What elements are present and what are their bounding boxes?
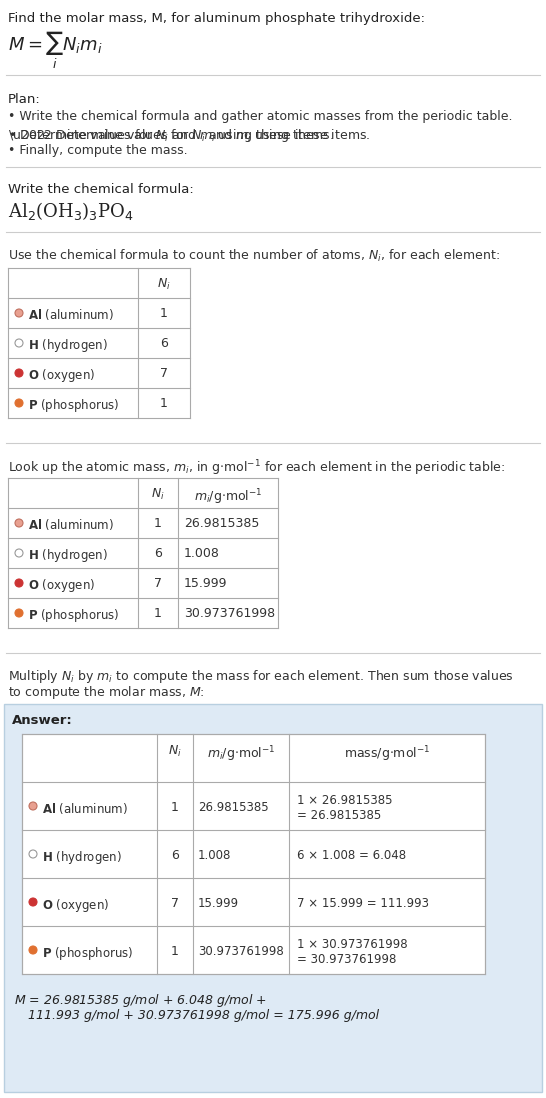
Text: $\mathbf{O}$ (oxygen): $\mathbf{O}$ (oxygen): [28, 578, 95, 594]
Text: 6 × 1.008 = 6.048: 6 × 1.008 = 6.048: [297, 849, 406, 862]
Text: 15.999: 15.999: [198, 897, 239, 910]
Text: $\mathbf{O}$ (oxygen): $\mathbf{O}$ (oxygen): [42, 897, 109, 914]
Text: \u2022 Determine values for $N_i$ and $m_i$ using these items.: \u2022 Determine values for $N_i$ and $m…: [8, 127, 370, 144]
Text: Answer:: Answer:: [12, 714, 73, 727]
Text: 15.999: 15.999: [184, 578, 228, 590]
Text: 7: 7: [160, 367, 168, 380]
Text: $N_i$: $N_i$: [168, 744, 182, 759]
Text: • Finally, compute the mass.: • Finally, compute the mass.: [8, 144, 188, 157]
Text: 6: 6: [154, 547, 162, 560]
Text: • Determine values for $N_i$ and $m_i$ using these items.: • Determine values for $N_i$ and $m_i$ u…: [8, 127, 334, 144]
Circle shape: [15, 609, 23, 617]
Circle shape: [15, 579, 23, 587]
Text: 30.973761998: 30.973761998: [184, 607, 275, 620]
Text: 26.9815385: 26.9815385: [184, 517, 259, 530]
Circle shape: [15, 369, 23, 377]
FancyBboxPatch shape: [22, 733, 485, 974]
Text: • Write the chemical formula and gather atomic masses from the periodic table.: • Write the chemical formula and gather …: [8, 110, 513, 123]
Circle shape: [29, 898, 37, 906]
Text: 1.008: 1.008: [184, 547, 220, 560]
Text: $\mathbf{H}$ (hydrogen): $\mathbf{H}$ (hydrogen): [28, 337, 108, 354]
Text: 1: 1: [154, 517, 162, 530]
Circle shape: [15, 399, 23, 407]
Text: 7 × 15.999 = 111.993: 7 × 15.999 = 111.993: [297, 897, 429, 910]
Text: 1: 1: [160, 307, 168, 320]
Text: $M = \sum_i N_i m_i$: $M = \sum_i N_i m_i$: [8, 30, 103, 71]
Circle shape: [15, 339, 23, 347]
Text: $\mathbf{P}$ (phosphorus): $\mathbf{P}$ (phosphorus): [28, 607, 119, 624]
Text: $\mathbf{Al}$ (aluminum): $\mathbf{Al}$ (aluminum): [28, 307, 114, 322]
Text: Plan:: Plan:: [8, 93, 41, 107]
Text: $\mathbf{O}$ (oxygen): $\mathbf{O}$ (oxygen): [28, 367, 95, 384]
Text: $N_i$: $N_i$: [151, 488, 165, 502]
Text: 7: 7: [154, 578, 162, 590]
Text: $\mathbf{H}$ (hydrogen): $\mathbf{H}$ (hydrogen): [42, 849, 122, 866]
Text: 1: 1: [171, 945, 179, 957]
Text: $\mathbf{Al}$ (aluminum): $\mathbf{Al}$ (aluminum): [42, 802, 128, 816]
Circle shape: [29, 802, 37, 810]
Text: 111.993 g/mol + 30.973761998 g/mol = 175.996 g/mol: 111.993 g/mol + 30.973761998 g/mol = 175…: [28, 1009, 379, 1022]
Text: $\mathbf{P}$ (phosphorus): $\mathbf{P}$ (phosphorus): [42, 945, 133, 962]
Text: to compute the molar mass, $M$:: to compute the molar mass, $M$:: [8, 684, 205, 701]
Text: Look up the atomic mass, $m_i$, in g$\cdot$mol$^{-1}$ for each element in the pe: Look up the atomic mass, $m_i$, in g$\cd…: [8, 458, 506, 478]
Circle shape: [15, 519, 23, 527]
Text: Find the molar mass, M, for aluminum phosphate trihydroxide:: Find the molar mass, M, for aluminum pho…: [8, 12, 425, 25]
Text: mass/g$\cdot$mol$^{-1}$: mass/g$\cdot$mol$^{-1}$: [344, 744, 430, 763]
Text: = 30.973761998: = 30.973761998: [297, 953, 396, 966]
Text: $\mathbf{P}$ (phosphorus): $\mathbf{P}$ (phosphorus): [28, 397, 119, 414]
Text: 7: 7: [171, 897, 179, 910]
Text: $\mathbf{H}$ (hydrogen): $\mathbf{H}$ (hydrogen): [28, 547, 108, 564]
Text: 1: 1: [160, 397, 168, 410]
Text: 26.9815385: 26.9815385: [198, 802, 269, 814]
Circle shape: [15, 309, 23, 317]
Text: $m_i$/g$\cdot$mol$^{-1}$: $m_i$/g$\cdot$mol$^{-1}$: [207, 744, 275, 763]
Text: 30.973761998: 30.973761998: [198, 945, 284, 957]
Text: $M$ = 26.9815385 g/mol + 6.048 g/mol +: $M$ = 26.9815385 g/mol + 6.048 g/mol +: [14, 991, 267, 1009]
Text: $N_i$: $N_i$: [157, 277, 171, 292]
Circle shape: [29, 850, 37, 858]
Text: $\mathbf{Al}$ (aluminum): $\mathbf{Al}$ (aluminum): [28, 517, 114, 533]
Text: 1: 1: [171, 802, 179, 814]
Text: = 26.9815385: = 26.9815385: [297, 809, 381, 822]
FancyBboxPatch shape: [4, 704, 542, 1093]
Text: 1 × 26.9815385: 1 × 26.9815385: [297, 794, 393, 807]
Circle shape: [15, 549, 23, 557]
Text: 1: 1: [154, 607, 162, 620]
Text: 1.008: 1.008: [198, 849, 232, 862]
Text: Write the chemical formula:: Write the chemical formula:: [8, 183, 194, 197]
Text: Use the chemical formula to count the number of atoms, $N_i$, for each element:: Use the chemical formula to count the nu…: [8, 248, 500, 265]
Circle shape: [29, 946, 37, 954]
Text: 1 × 30.973761998: 1 × 30.973761998: [297, 938, 408, 951]
Text: Multiply $N_i$ by $m_i$ to compute the mass for each element. Then sum those val: Multiply $N_i$ by $m_i$ to compute the m…: [8, 668, 514, 685]
Text: 6: 6: [160, 337, 168, 350]
Text: 6: 6: [171, 849, 179, 862]
Text: Al$_2$(OH$_3$)$_3$PO$_4$: Al$_2$(OH$_3$)$_3$PO$_4$: [8, 200, 134, 222]
Text: $m_i$/g$\cdot$mol$^{-1}$: $m_i$/g$\cdot$mol$^{-1}$: [194, 488, 262, 506]
